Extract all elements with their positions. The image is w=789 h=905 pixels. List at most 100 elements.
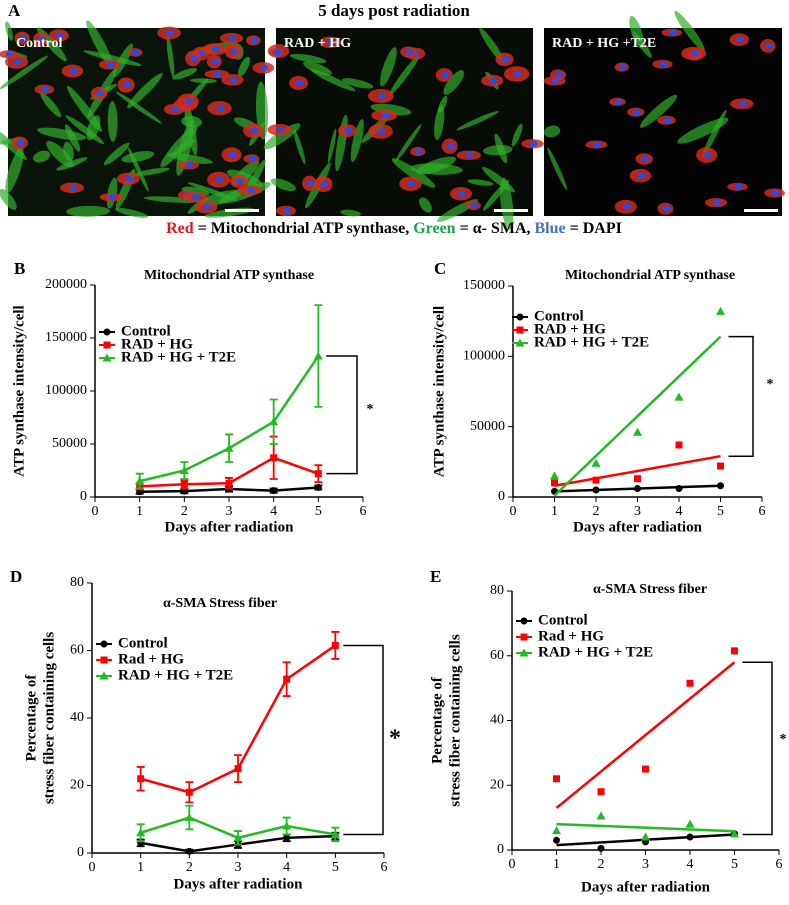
caption-part: = Mitochondrial ATP synthase, bbox=[194, 220, 414, 237]
texture bbox=[543, 125, 561, 138]
texture bbox=[734, 183, 743, 190]
panel-label: D bbox=[10, 567, 22, 586]
significance-bracket bbox=[728, 335, 754, 457]
texture bbox=[434, 105, 445, 141]
texture bbox=[16, 139, 25, 146]
texture bbox=[260, 64, 269, 71]
texture bbox=[166, 35, 175, 78]
y-tick-label: 100000 bbox=[45, 383, 87, 398]
texture bbox=[350, 119, 364, 162]
marker bbox=[313, 351, 323, 360]
texture bbox=[69, 184, 78, 191]
marker bbox=[686, 833, 694, 841]
marker bbox=[233, 833, 243, 842]
texture bbox=[37, 36, 46, 43]
texture bbox=[189, 55, 198, 62]
marker bbox=[596, 811, 606, 820]
marker bbox=[136, 828, 146, 837]
x-tick-label: 4 bbox=[283, 860, 290, 875]
scale-bar bbox=[225, 209, 259, 212]
x-tick-label: 3 bbox=[634, 504, 641, 519]
chart-title: α-SMA Stress fiber bbox=[163, 596, 277, 611]
texture bbox=[229, 76, 238, 83]
texture bbox=[405, 48, 414, 55]
panel-title: 5 days post radiation bbox=[318, 1, 470, 20]
marker bbox=[185, 788, 193, 796]
texture bbox=[764, 42, 773, 49]
texture bbox=[276, 126, 285, 133]
texture bbox=[344, 127, 353, 134]
texture bbox=[211, 58, 220, 65]
x-axis-label: Days after radiation bbox=[573, 519, 703, 535]
texture bbox=[108, 194, 117, 201]
texture bbox=[66, 205, 111, 217]
texture bbox=[213, 71, 222, 78]
y-tick-label: 50000 bbox=[470, 419, 505, 434]
x-tick-label: 0 bbox=[510, 504, 517, 519]
texture bbox=[166, 29, 175, 36]
texture bbox=[107, 100, 118, 142]
texture bbox=[736, 36, 745, 43]
texture bbox=[282, 207, 291, 214]
marker bbox=[553, 836, 560, 844]
marker bbox=[225, 479, 233, 487]
marker bbox=[314, 470, 322, 478]
caption-part: = α- SMA, bbox=[456, 220, 535, 237]
marker bbox=[270, 487, 278, 495]
texture bbox=[456, 110, 499, 131]
texture bbox=[216, 105, 225, 112]
y-axis-label: Percentage of bbox=[23, 674, 39, 762]
chart-title: Mitochondrial ATP synthase bbox=[144, 268, 314, 283]
marker bbox=[633, 427, 642, 436]
texture bbox=[46, 140, 74, 168]
x-tick-label: 4 bbox=[676, 504, 683, 519]
texture bbox=[293, 129, 306, 164]
texture bbox=[414, 148, 423, 155]
x-tick-label: 2 bbox=[181, 504, 188, 519]
marker bbox=[717, 482, 724, 490]
marker bbox=[282, 821, 292, 830]
micrographs bbox=[0, 11, 785, 231]
texture bbox=[327, 128, 337, 164]
texture bbox=[662, 205, 671, 212]
trend-line bbox=[556, 822, 735, 833]
texture bbox=[419, 197, 432, 213]
chart-title: Mitochondrial ATP synthase bbox=[565, 268, 735, 283]
texture bbox=[306, 180, 315, 187]
marker bbox=[270, 454, 278, 462]
texture bbox=[441, 71, 450, 78]
legend-label: Rad + HG bbox=[118, 651, 184, 667]
x-tick-label: 0 bbox=[509, 857, 516, 872]
significance-bracket bbox=[326, 355, 358, 475]
marker bbox=[592, 486, 600, 494]
y-tick-label: 60 bbox=[70, 643, 84, 658]
marker bbox=[180, 480, 188, 488]
trend-line bbox=[554, 454, 721, 487]
panel-label: B bbox=[14, 259, 25, 278]
legend-label: RAD + HG bbox=[121, 336, 193, 352]
caption-part: Green bbox=[413, 220, 455, 237]
legend-marker bbox=[520, 633, 528, 641]
texture bbox=[639, 94, 678, 128]
legend-label: Control bbox=[538, 612, 588, 628]
marker bbox=[283, 675, 291, 683]
marker bbox=[224, 443, 234, 452]
texture bbox=[391, 158, 436, 188]
texture bbox=[191, 194, 200, 201]
texture bbox=[327, 39, 336, 46]
texture bbox=[171, 106, 180, 113]
texture bbox=[467, 179, 494, 186]
y-tick-label: 20 bbox=[70, 778, 84, 793]
legend-marker bbox=[103, 328, 111, 336]
marker bbox=[675, 485, 683, 493]
y-axis-label: stress fiber containing cells bbox=[447, 634, 463, 807]
marker bbox=[686, 679, 694, 687]
texture bbox=[190, 78, 218, 84]
y-tick-label: 60 bbox=[490, 648, 504, 663]
x-tick-label: 3 bbox=[642, 857, 649, 872]
legend-label: Control bbox=[121, 323, 171, 339]
y-tick-label: 50000 bbox=[52, 436, 87, 451]
x-tick-label: 0 bbox=[92, 504, 99, 519]
marker bbox=[551, 479, 558, 487]
marker bbox=[592, 476, 600, 484]
